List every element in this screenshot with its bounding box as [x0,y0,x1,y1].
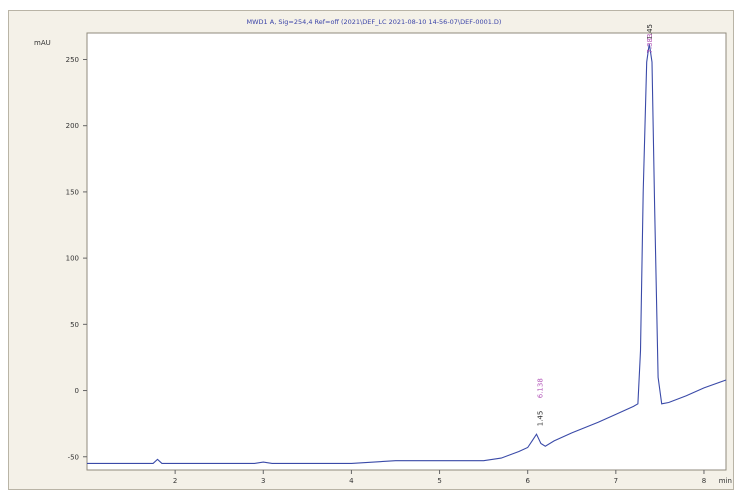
chromatogram-trace [87,43,727,464]
peak-annotation: 1.45 6.138 [537,378,545,426]
y-axis: -50 0 50 100 150 200 250 [66,56,87,461]
x-tick-label: 7 [614,477,618,485]
chart-title-bar: MWD1 A, Sig=254,4 Ref=off (2021\DEF_LC 2… [22,14,726,30]
x-tick-label: 3 [261,477,265,485]
y-tick-label: 100 [66,255,79,263]
y-tick-label: -50 [68,453,79,461]
peak-annotation: 1.457.383 [646,24,654,54]
x-tick-label: 4 [349,477,354,485]
y-tick-label: 0 [75,387,79,395]
x-tick-label: 5 [437,477,441,485]
peak-label: 1.45 [537,411,545,427]
chart-title: MWD1 A, Sig=254,4 Ref=off (2021\DEF_LC 2… [246,18,502,26]
y-tick-label: 150 [66,188,79,196]
peak-retention-time: 7.383 [646,34,654,54]
y-axis-unit-label: mAU [34,39,51,47]
y-tick-label: 50 [70,321,79,329]
y-tick-label: 250 [66,56,79,64]
peak-label: 1.45 [646,24,654,40]
x-axis-unit-label: min [719,477,732,485]
plot-area [86,32,727,471]
y-tick-label: 200 [66,122,79,130]
x-axis: 2 3 4 5 6 7 8 [173,470,706,485]
x-tick-label: 2 [173,477,177,485]
x-tick-label: 8 [702,477,706,485]
peak-retention-time: 6.138 [537,378,545,398]
x-tick-label: 6 [525,477,530,485]
